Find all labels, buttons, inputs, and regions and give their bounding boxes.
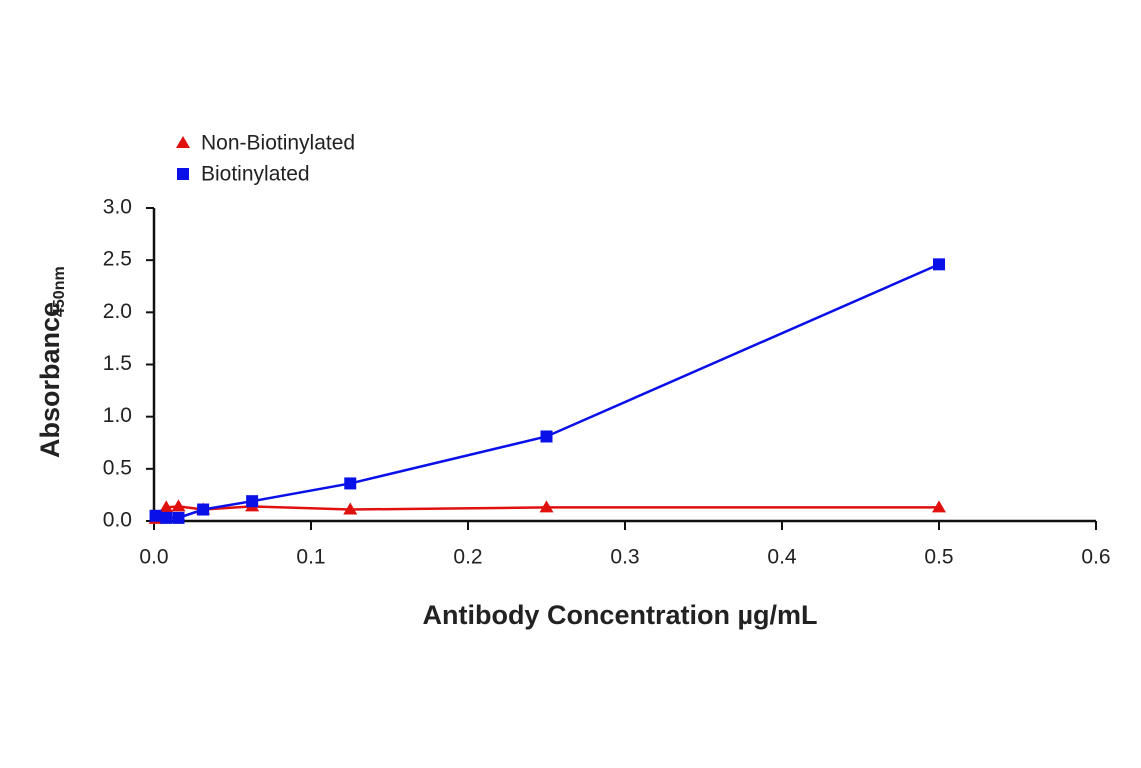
square-marker [172, 511, 185, 524]
y-tick-label: 3.0 [103, 196, 132, 219]
x-tick-label: 0.5 [924, 546, 953, 569]
triangle-marker [539, 500, 554, 513]
x-tick-label: 0.4 [767, 546, 797, 569]
triangle-marker [343, 502, 358, 515]
square-marker [177, 168, 189, 180]
legend-label: Biotinylated [201, 163, 310, 186]
square-marker [933, 258, 945, 271]
triangle-marker [171, 499, 186, 512]
triangle-marker [159, 500, 174, 513]
y-tick-label: 0.0 [103, 509, 132, 532]
y-tick-label: 1.0 [103, 404, 132, 427]
y-axis-label: Absorbance [35, 302, 65, 458]
y-tick-label: 0.5 [103, 456, 132, 479]
x-tick-label: 0.0 [139, 546, 168, 569]
square-marker [149, 509, 162, 522]
series-line [155, 263, 940, 520]
square-marker [197, 503, 210, 516]
y-tick-label: 2.0 [103, 300, 132, 323]
square-marker [540, 430, 553, 443]
x-axis-label: Antibody Concentration µg/mL [422, 600, 817, 630]
square-marker [344, 477, 357, 490]
x-tick-label: 0.6 [1081, 546, 1110, 569]
x-tick-label: 0.1 [296, 546, 325, 569]
y-axis-label-subscript: 450nm [51, 266, 68, 317]
square-marker [160, 511, 173, 524]
square-marker [246, 495, 259, 508]
y-tick-label: 1.5 [103, 352, 132, 375]
x-tick-label: 0.3 [610, 546, 639, 569]
x-tick-label: 0.2 [453, 546, 482, 569]
legend-label: Non-Biotinylated [201, 132, 355, 155]
triangle-marker [176, 136, 190, 148]
y-axis-title: Absorbance 450nm [35, 266, 68, 458]
triangle-marker [932, 500, 946, 513]
y-tick-label: 2.5 [103, 248, 132, 271]
